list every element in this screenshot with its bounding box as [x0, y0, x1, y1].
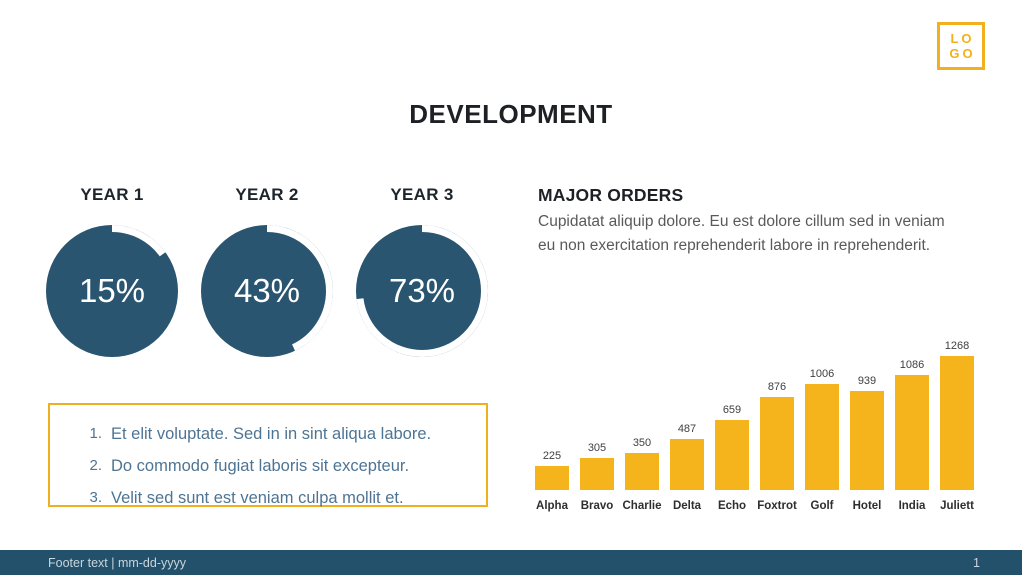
bar-category-label: Bravo: [580, 500, 614, 512]
list-item-number: 1.: [89, 425, 102, 442]
numbered-list: 1. Et elit voluptate. Sed in in sint aliq…: [50, 405, 486, 514]
major-orders-body: Cupidatat aliquip dolore. Eu est dolore …: [538, 213, 945, 254]
bar-value-label: 1086: [899, 359, 925, 371]
bar: [940, 356, 974, 490]
bar-category-label: Echo: [717, 500, 747, 512]
bar: [805, 384, 839, 490]
bar-category-label: Alpha: [536, 500, 568, 512]
bar-group-india: 1086 India: [895, 326, 929, 512]
bar-value-label: 487: [677, 423, 697, 435]
bar-value-label: 225: [542, 450, 562, 462]
numbered-list-box: 1. Et elit voluptate. Sed in in sint aliq…: [48, 403, 488, 507]
list-item-text: Do commodo fugiat laboris sit excepteur.: [111, 457, 410, 475]
logo-line-1: LO: [950, 31, 975, 46]
bar: [670, 439, 704, 490]
donut-progress-arc: [201, 225, 333, 357]
bar-value-label: 305: [587, 442, 607, 454]
logo: LO GO: [937, 22, 985, 70]
bar-category-label: Juliett: [940, 500, 974, 512]
progress-circles-row: YEAR 1 15% YEAR 2 43% YEAR 3 73%: [37, 185, 497, 358]
bar-category-label: Golf: [810, 500, 834, 512]
page-title: DEVELOPMENT: [409, 99, 613, 129]
footer-bar: Footer text | mm-dd-yyyy 1: [0, 550, 1022, 575]
progress-ring-svg: [201, 225, 333, 357]
bar-group-foxtrot: 876 Foxtrot: [757, 326, 797, 512]
list-item-text: Velit sed sunt est veniam culpa mollit e…: [111, 489, 404, 507]
page-number: 1: [973, 555, 980, 570]
list-item: 3. Velit sed sunt est veniam culpa mollit…: [82, 482, 476, 514]
donut-progress-arc: [356, 225, 488, 357]
progress-label: YEAR 2: [235, 185, 299, 204]
bar-group-juliett: 1268 Juliett: [940, 326, 974, 512]
progress-group-year-2: YEAR 2 43%: [192, 185, 342, 358]
bar: [895, 375, 929, 490]
bar-group-alpha: 225 Alpha: [535, 326, 569, 512]
bar-value-label: 939: [857, 375, 877, 387]
list-item: 1. Et elit voluptate. Sed in in sint aliq…: [82, 418, 476, 450]
donut-fill: [356, 225, 488, 357]
bar-category-label: Delta: [672, 500, 702, 512]
list-item-number: 2.: [89, 457, 102, 474]
list-item-text: Et elit voluptate. Sed in in sint aliqua…: [111, 425, 432, 443]
donut-progress-arc: [46, 225, 178, 357]
bar-category-label: Hotel: [852, 500, 882, 512]
progress-value: 15%: [78, 272, 146, 309]
bar-category-label: India: [898, 500, 926, 512]
bar-group-delta: 487 Delta: [670, 326, 704, 512]
bar-group-charlie: 350 Charlie: [622, 326, 662, 512]
progress-label: YEAR 1: [80, 185, 144, 204]
bar-group-hotel: 939 Hotel: [850, 326, 884, 512]
bar-value-label: 1006: [809, 368, 835, 380]
progress-label: YEAR 3: [390, 185, 454, 204]
list-item: 2. Do commodo fugiat laboris sit excepteu…: [82, 450, 476, 482]
bar-value-label: 659: [722, 404, 742, 416]
progress-ring-svg: [356, 225, 488, 357]
bar: [625, 453, 659, 490]
bar-category-label: Charlie: [622, 500, 662, 512]
progress-ring-svg: [46, 225, 178, 357]
donut-fill: [201, 225, 333, 357]
bar-value-label: 1268: [944, 340, 970, 352]
major-orders-heading: MAJOR ORDERS: [538, 185, 684, 205]
donut-chart: 15%: [45, 224, 179, 358]
footer-text: Footer text | mm-dd-yyyy: [48, 555, 186, 570]
progress-group-year-1: YEAR 1 15%: [37, 185, 187, 358]
bar: [580, 458, 614, 490]
donut-chart: 43%: [200, 224, 334, 358]
donut-fill: [46, 225, 178, 357]
bar-group-echo: 659 Echo: [715, 326, 749, 512]
bar-group-bravo: 305 Bravo: [580, 326, 614, 512]
progress-group-year-3: YEAR 3 73%: [347, 185, 497, 358]
bar-group-golf: 1006 Golf: [805, 326, 839, 512]
bar-value-label: 350: [632, 437, 652, 449]
progress-value: 73%: [388, 272, 456, 309]
bar: [760, 397, 794, 490]
list-item-number: 3.: [89, 489, 102, 506]
bar: [715, 420, 749, 490]
bar-category-label: Foxtrot: [757, 500, 797, 512]
donut-chart: 73%: [355, 224, 489, 358]
logo-line-2: GO: [949, 46, 976, 61]
bar-chart: 225 Alpha 305 Bravo 350 Charlie 487 Delta 659 Ech…: [535, 326, 974, 512]
bar-value-label: 876: [767, 381, 787, 393]
bar: [850, 391, 884, 490]
progress-value: 43%: [233, 272, 301, 309]
bar: [535, 466, 569, 490]
